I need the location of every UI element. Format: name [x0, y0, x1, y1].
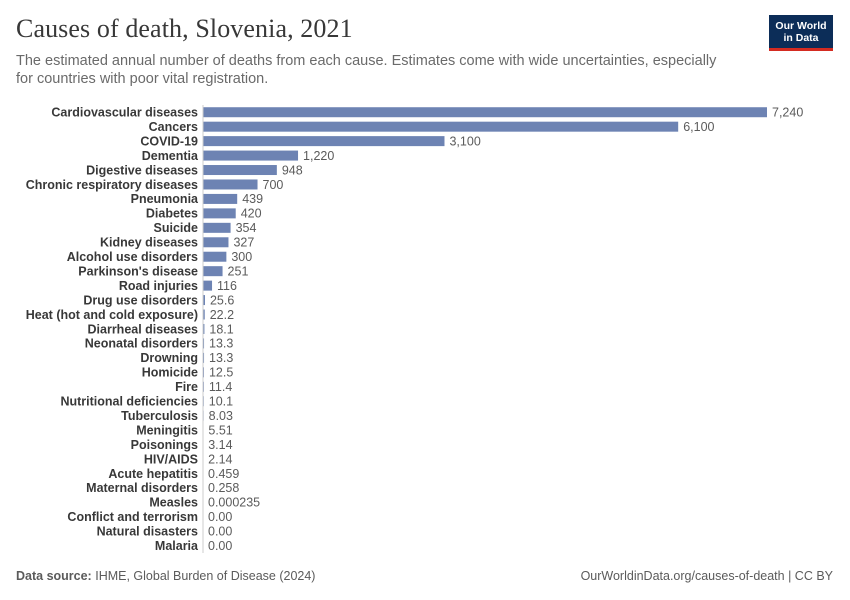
- bar-cardiovascular-diseases[interactable]: [203, 107, 767, 118]
- bar-covid-19[interactable]: [203, 136, 445, 147]
- category-label-dementia: Dementia: [142, 149, 199, 163]
- category-label-pneumonia: Pneumonia: [131, 192, 199, 206]
- category-label-suicide: Suicide: [154, 221, 199, 235]
- category-label-natural-disasters: Natural disasters: [97, 525, 198, 539]
- category-label-tuberculosis: Tuberculosis: [121, 409, 198, 423]
- bar-digestive-diseases[interactable]: [203, 165, 277, 176]
- bar-diabetes[interactable]: [203, 208, 236, 219]
- category-label-malaria: Malaria: [155, 539, 199, 553]
- category-label-diarrheal-diseases: Diarrheal diseases: [88, 322, 199, 336]
- data-source-label: Data source:: [16, 569, 92, 583]
- bar-pneumonia[interactable]: [203, 193, 238, 204]
- bar-diarrheal-diseases[interactable]: [203, 323, 205, 334]
- bar-drowning[interactable]: [203, 352, 205, 363]
- value-label-poisonings: 3.14: [208, 438, 232, 452]
- category-label-hiv-aids: HIV/AIDS: [144, 452, 198, 466]
- category-label-digestive-diseases: Digestive diseases: [86, 163, 198, 177]
- value-label-hiv-aids: 2.14: [208, 452, 232, 466]
- bar-chronic-respiratory-diseases[interactable]: [203, 179, 258, 190]
- value-label-dementia: 1,220: [303, 149, 334, 163]
- value-label-meningitis: 5.51: [208, 423, 232, 437]
- bar-cancers[interactable]: [203, 121, 679, 132]
- category-label-cardiovascular-diseases: Cardiovascular diseases: [51, 106, 198, 120]
- value-label-road-injuries: 116: [217, 279, 237, 293]
- bar-heat-hot-and-cold-exposure[interactable]: [203, 309, 205, 320]
- value-label-diabetes: 420: [241, 207, 262, 221]
- value-label-tuberculosis: 8.03: [209, 409, 233, 423]
- category-label-nutritional-deficiencies: Nutritional deficiencies: [60, 395, 198, 409]
- value-label-neonatal-disorders: 13.3: [209, 337, 233, 351]
- value-label-natural-disasters: 0.00: [208, 525, 232, 539]
- category-label-road-injuries: Road injuries: [119, 279, 198, 293]
- owid-logo[interactable]: Our World in Data: [769, 15, 833, 51]
- category-label-diabetes: Diabetes: [146, 207, 198, 221]
- category-label-cancers: Cancers: [149, 120, 198, 134]
- value-label-homicide: 12.5: [209, 366, 233, 380]
- category-label-acute-hepatitis: Acute hepatitis: [108, 467, 198, 481]
- category-label-drug-use-disorders: Drug use disorders: [83, 293, 198, 307]
- bar-drug-use-disorders[interactable]: [203, 295, 205, 306]
- bar-dementia[interactable]: [203, 150, 299, 161]
- value-label-pneumonia: 439: [242, 192, 263, 206]
- category-label-conflict-and-terrorism: Conflict and terrorism: [67, 510, 198, 524]
- category-label-alcohol-use-disorders: Alcohol use disorders: [67, 250, 198, 264]
- category-label-drowning: Drowning: [140, 351, 198, 365]
- category-label-measles: Measles: [149, 496, 198, 510]
- category-label-neonatal-disorders: Neonatal disorders: [85, 337, 198, 351]
- category-label-poisonings: Poisonings: [131, 438, 198, 452]
- value-label-parkinson-s-disease: 251: [228, 264, 249, 278]
- value-label-digestive-diseases: 948: [282, 163, 303, 177]
- chart-title: Causes of death, Slovenia, 2021: [16, 14, 353, 43]
- value-label-drowning: 13.3: [209, 351, 233, 365]
- value-label-alcohol-use-disorders: 300: [231, 250, 252, 264]
- value-label-chronic-respiratory-diseases: 700: [263, 178, 284, 192]
- value-label-acute-hepatitis: 0.459: [208, 467, 239, 481]
- value-label-suicide: 354: [236, 221, 257, 235]
- value-label-maternal-disorders: 0.258: [208, 481, 239, 495]
- value-label-heat-hot-and-cold-exposure: 22.2: [210, 308, 234, 322]
- value-label-covid-19: 3,100: [449, 134, 480, 148]
- value-label-drug-use-disorders: 25.6: [210, 293, 234, 307]
- bar-road-injuries[interactable]: [203, 280, 213, 291]
- bar-chart: Cardiovascular diseases 7,240 Cancers 6,100…: [26, 105, 803, 553]
- category-label-fire: Fire: [175, 380, 198, 394]
- footer-url-license[interactable]: OurWorldinData.org/causes-of-death | CC …: [580, 569, 833, 583]
- category-label-maternal-disorders: Maternal disorders: [86, 481, 198, 495]
- category-label-heat-hot-and-cold-exposure: Heat (hot and cold exposure): [26, 308, 198, 322]
- bar-alcohol-use-disorders[interactable]: [203, 251, 227, 262]
- data-source: Data source: IHME, Global Burden of Dise…: [16, 569, 315, 583]
- category-label-chronic-respiratory-diseases: Chronic respiratory diseases: [26, 178, 198, 192]
- category-label-homicide: Homicide: [142, 366, 198, 380]
- bar-neonatal-disorders[interactable]: [203, 338, 205, 349]
- category-label-parkinson-s-disease: Parkinson's disease: [78, 264, 198, 278]
- category-label-covid-19: COVID-19: [140, 134, 198, 148]
- value-label-nutritional-deficiencies: 10.1: [209, 395, 233, 409]
- chart-subtitle: The estimated annual number of deaths fr…: [16, 53, 717, 87]
- value-label-malaria: 0.00: [208, 539, 232, 553]
- value-label-diarrheal-diseases: 18.1: [209, 322, 233, 336]
- logo-line-1: Our World: [775, 20, 827, 32]
- value-label-cancers: 6,100: [683, 120, 714, 134]
- value-label-cardiovascular-diseases: 7,240: [772, 106, 803, 120]
- bar-parkinson-s-disease[interactable]: [203, 266, 223, 277]
- value-label-fire: 11.4: [209, 380, 232, 394]
- bar-suicide[interactable]: [203, 222, 231, 233]
- value-label-measles: 0.000235: [208, 496, 260, 510]
- data-source-text[interactable]: IHME, Global Burden of Disease (2024): [95, 569, 316, 583]
- category-label-kidney-diseases: Kidney diseases: [100, 236, 198, 250]
- value-label-conflict-and-terrorism: 0.00: [208, 510, 232, 524]
- value-label-kidney-diseases: 327: [233, 236, 254, 250]
- bar-kidney-diseases[interactable]: [203, 237, 229, 248]
- logo-line-2: in Data: [783, 32, 819, 44]
- category-label-meningitis: Meningitis: [136, 423, 198, 437]
